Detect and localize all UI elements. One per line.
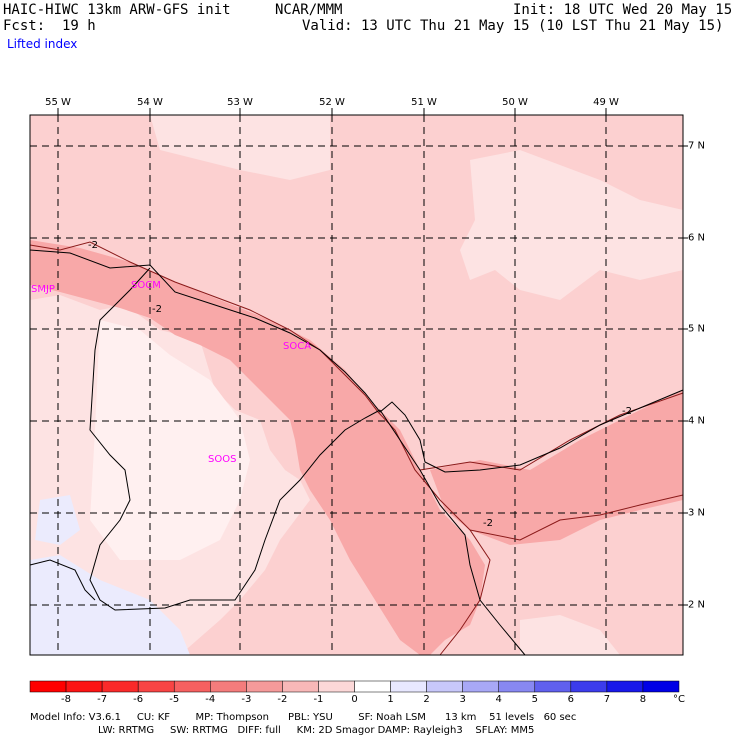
colorbar-tick-label: -2: [277, 694, 288, 705]
station-socm: SOCM: [131, 280, 161, 291]
org-label: NCAR/MMM: [275, 2, 343, 18]
coastal-strong-fill: [30, 240, 485, 655]
model-title: HAIC-HIWC 13km ARW-GFS init: [3, 2, 231, 18]
map-frame: [29, 114, 684, 656]
contour-minus2-offshore: [419, 392, 684, 471]
colorbar-tick-label: 8: [639, 694, 647, 705]
lat-label: 5 N: [688, 323, 706, 335]
colorbar-tick-label: 4: [495, 694, 502, 705]
colorbar-tick-label: -4: [205, 694, 216, 705]
colorbar-tick-label: 1: [387, 694, 394, 705]
colorbar-tick-label: -6: [133, 694, 144, 705]
colorbar-tick-label: 6: [567, 694, 575, 705]
colorbar-swatch: [101, 680, 139, 693]
colorbar-tick-label: 2: [423, 694, 430, 705]
colorbar-swatch: [137, 680, 175, 693]
southern-light-fill: [520, 615, 620, 655]
colorbar-tick-label: -5: [169, 694, 180, 705]
graticule: [30, 115, 683, 655]
colorbar-swatch: [173, 680, 211, 693]
contour-label: -2: [88, 240, 98, 251]
colorbar-tick-label: 7: [603, 694, 611, 705]
lat-label: 3 N: [688, 507, 706, 519]
lon-label: 55 W: [45, 97, 71, 108]
lon-label: 49 W: [593, 97, 619, 108]
colorbar-tick-label: 0: [351, 694, 358, 705]
colorbar-swatch: [570, 680, 608, 693]
field-name: Lifted index: [7, 37, 78, 51]
lat-label: 4 N: [688, 415, 706, 427]
colorbar-swatch: [606, 680, 644, 693]
forecast-hour: 19 h: [62, 18, 96, 34]
map-fill: [30, 115, 683, 655]
lat-label: 2 N: [688, 599, 706, 611]
colorbar-swatch: [65, 680, 103, 693]
lon-label: 52 W: [319, 97, 345, 108]
offshore-light-fill: [460, 150, 683, 300]
colorbar-swatch: [29, 680, 67, 693]
contour-label: -2: [622, 406, 632, 417]
init-time: Init: 18 UTC Wed 20 May 15: [513, 2, 733, 18]
contour-label: -2: [483, 518, 493, 529]
coast-path: [29, 249, 684, 473]
forecast-label: Fcst:: [3, 18, 46, 34]
coastline: [29, 249, 684, 656]
lat-label: 7 N: [688, 140, 706, 152]
lon-label: 51 W: [411, 97, 437, 108]
colorbar-swatch: [390, 680, 427, 693]
colorbar-tick-label: 5: [531, 694, 538, 705]
colorbar-tick-label: 3: [459, 694, 466, 705]
colorbar-tick-label: -7: [97, 694, 108, 705]
contour-minus2: [29, 241, 491, 656]
colorbar-swatch: [246, 680, 283, 693]
northern-light-fill: [150, 115, 330, 180]
colorbar-swatch: [642, 680, 680, 693]
colorbar-swatch: [534, 680, 572, 693]
lon-label: 50 W: [502, 97, 528, 108]
colorbar-swatch: [318, 680, 355, 693]
station-smjp: SMJP: [31, 284, 55, 295]
colorbar-unit: °C: [673, 694, 685, 705]
lavender-fill: [30, 555, 190, 655]
valid-time: Valid: 13 UTC Thu 21 May 15 (10 LST Thu …: [302, 18, 724, 34]
frame-ticks: [57, 108, 688, 606]
colorbar-swatch: [282, 680, 319, 693]
colorbar-tick-label: -8: [61, 694, 72, 705]
colorbar-swatch: [426, 680, 463, 693]
colorbar-swatch: [462, 680, 499, 693]
model-info-line1: Model Info: V3.6.1 CU: KF MP: Thompson P…: [30, 712, 577, 723]
station-soca: SOCA: [283, 341, 311, 352]
contour-labels: -2 -2 -2 -2: [88, 240, 632, 529]
lon-label: 54 W: [137, 97, 163, 108]
border-path-east: [379, 409, 526, 656]
model-info-line2: LW: RRTMG SW: RRTMG DIFF: full KM: 2D Sm…: [98, 725, 535, 736]
lavender-fill-small: [35, 495, 80, 545]
lon-label: 53 W: [227, 97, 253, 108]
colorbar-tick-label: -1: [313, 694, 324, 705]
colorbar-swatch: [210, 680, 247, 693]
offshore-strong-fill: [430, 390, 683, 545]
border-path-west: [89, 267, 381, 611]
contour-minus2-offshore-south: [469, 494, 684, 541]
station-labels: SMJP SOCM SOCA SOOS: [31, 280, 311, 465]
lat-label: 6 N: [688, 232, 706, 244]
contour-label: -2: [152, 304, 162, 315]
colorbar-swatch: [354, 680, 391, 693]
colorbar: [29, 680, 680, 693]
colorbar-tick-label: -3: [241, 694, 252, 705]
border-path-southwest: [29, 559, 96, 601]
colorbar-swatch: [498, 680, 536, 693]
station-soos: SOOS: [208, 454, 236, 465]
